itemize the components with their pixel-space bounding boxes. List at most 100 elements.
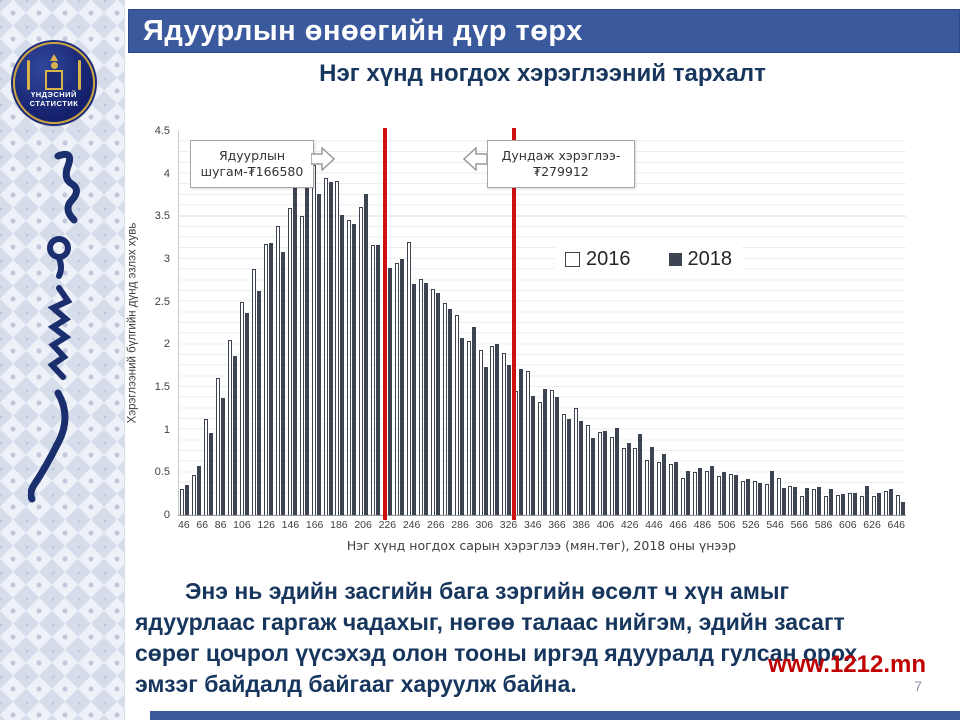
x-tick-spacer: [396, 519, 403, 531]
bar-2016-226: [395, 263, 400, 515]
callout-arrow-left-icon: [463, 147, 487, 171]
x-tick-306: 306: [475, 519, 494, 531]
bar-2016-236: [406, 241, 411, 515]
emblem-script-right: [78, 60, 81, 90]
bar-2016-156: [311, 165, 316, 515]
bar-group-176: [334, 131, 346, 515]
bar-group-316: [501, 131, 513, 515]
bar-2018-416: [626, 442, 631, 515]
bar-group-46: [179, 131, 191, 515]
x-tick-106: 106: [233, 519, 251, 531]
bar-2016-266: [442, 303, 447, 515]
bar-2016-406: [609, 436, 614, 515]
x-tick-626: 626: [863, 519, 881, 531]
bar-2016-446: [657, 462, 662, 515]
x-tick-spacer: [542, 519, 549, 531]
bar-2016-556: [788, 486, 793, 515]
x-tick-spacer: [299, 519, 306, 531]
x-tick-66: 66: [196, 519, 209, 531]
x-tick-366: 366: [548, 519, 566, 531]
bar-group-446: [656, 131, 668, 515]
x-tick-166: 166: [305, 519, 324, 531]
bar-group-126: [274, 131, 286, 515]
bar-group-596: [835, 131, 847, 515]
bottom-accent-strip: [150, 711, 960, 720]
bar-group-236: [406, 131, 418, 515]
bar-2018-56: [197, 466, 202, 515]
x-tick-246: 246: [402, 519, 421, 531]
bar-2016-166: [323, 177, 328, 515]
x-tick-646: 646: [887, 519, 906, 531]
bar-2016-206: [371, 245, 376, 515]
x-tick-546: 546: [766, 519, 784, 531]
bar-group-286: [465, 131, 477, 515]
mongolian-script-decoration: [28, 150, 80, 503]
bar-2016-346: [538, 401, 543, 515]
website-link[interactable]: www.1212.mn: [768, 651, 926, 678]
bar-2018-156: [316, 194, 321, 515]
bar-group-556: [787, 131, 799, 515]
bar-2018-66: [209, 433, 214, 515]
x-tick-spacer: [566, 519, 573, 531]
bar-2016-616: [860, 496, 864, 515]
x-tick-spacer: [469, 519, 476, 531]
bar-2016-566: [800, 496, 805, 515]
bar-group-66: [203, 131, 215, 515]
bar-group-96: [239, 131, 251, 515]
bar-group-266: [441, 131, 453, 515]
bar-2016-196: [359, 206, 364, 515]
bar-2018-506: [733, 474, 738, 515]
bar-2018-236: [411, 283, 416, 515]
bar-group-376: [572, 131, 584, 515]
x-tick-spacer: [832, 519, 839, 531]
bar-2018-266: [447, 309, 452, 515]
bar-group-276: [453, 131, 465, 515]
bar-2018-516: [745, 479, 750, 515]
x-tick-spacer: [420, 519, 427, 531]
bar-2016-586: [824, 496, 829, 515]
bar-2018-346: [543, 388, 548, 515]
bar-2018-136: [292, 186, 297, 515]
bar-group-576: [811, 131, 823, 515]
bar-group-536: [763, 131, 775, 515]
x-tick-226: 226: [378, 519, 397, 531]
bar-2018-426: [638, 433, 643, 515]
bar-2018-86: [233, 356, 238, 515]
bar-2016-456: [669, 463, 674, 515]
bar-2018-206: [376, 244, 381, 515]
bar-2018-96: [245, 312, 250, 515]
x-tick-286: 286: [451, 519, 469, 531]
mean-line-callout: Дундаж хэрэглээ- ₮279912: [487, 140, 635, 188]
legend-swatch-2016: [565, 252, 580, 267]
poverty-line-callout: Ядуурлын шугам-₮166580: [190, 140, 314, 188]
x-tick-spacer: [493, 519, 500, 531]
bar-group-406: [608, 131, 620, 515]
bar-2018-226: [400, 259, 405, 515]
bar-2018-256: [435, 293, 440, 515]
x-tick-spacer: [208, 519, 215, 531]
bar-2018-396: [602, 431, 607, 515]
bar-2016-476: [693, 472, 698, 515]
bar-group-516: [739, 131, 751, 515]
bar-2016-426: [633, 448, 638, 515]
bar-group-606: [847, 131, 859, 515]
bar-2018-646: [900, 502, 905, 515]
body-paragraph: Энэ нь эдийн засгийн бага зэргийн өсөлт …: [135, 578, 858, 697]
bar-group-616: [859, 131, 871, 515]
x-tick-spacer: [226, 519, 233, 531]
bar-2018-586: [829, 489, 834, 515]
y-tick-4.5: 4.5: [154, 125, 170, 137]
bar-2016-396: [597, 432, 602, 515]
bar-group-396: [596, 131, 608, 515]
bar-group-136: [286, 131, 298, 515]
bar-group-506: [727, 131, 739, 515]
bar-group-146: [298, 131, 310, 515]
bar-2016-526: [752, 480, 757, 515]
bar-group-466: [680, 131, 692, 515]
y-tick-3: 3: [163, 253, 170, 265]
bar-2016-356: [550, 389, 555, 515]
bar-group-296: [477, 131, 489, 515]
bar-2016-376: [573, 408, 578, 515]
bar-group-366: [561, 131, 573, 515]
bar-2016-576: [812, 488, 817, 515]
